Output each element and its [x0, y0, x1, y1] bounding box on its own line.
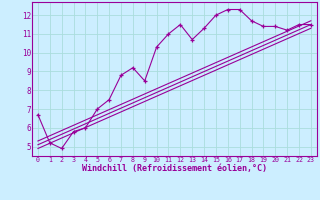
- X-axis label: Windchill (Refroidissement éolien,°C): Windchill (Refroidissement éolien,°C): [82, 164, 267, 173]
